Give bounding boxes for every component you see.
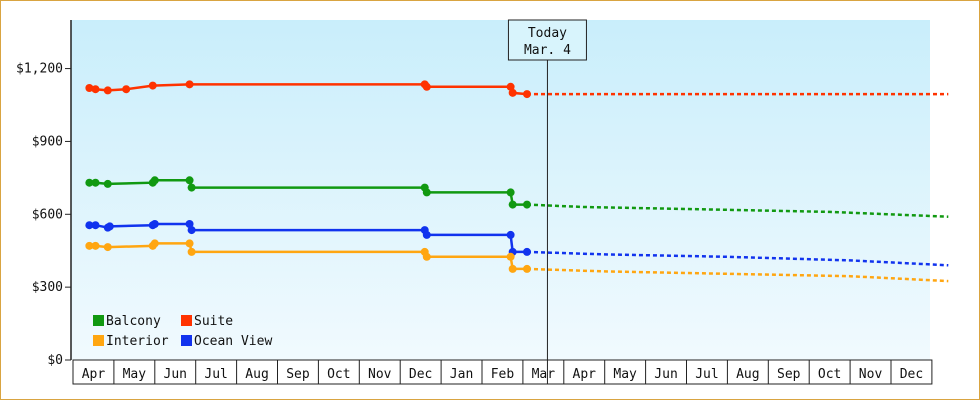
series-forecast-line xyxy=(526,267,949,283)
today-label: Today xyxy=(528,26,567,41)
series-suite xyxy=(85,80,949,99)
x-tick-label: Apr xyxy=(82,367,106,382)
data-point xyxy=(91,178,100,187)
legend: Balcony Suite Interior Ocean View xyxy=(93,314,272,349)
y-tick-label: $0 xyxy=(47,353,63,368)
series-forecast-line xyxy=(526,250,949,267)
data-point xyxy=(187,226,196,235)
plot-area xyxy=(71,20,930,360)
data-point xyxy=(185,220,194,228)
data-point xyxy=(508,264,517,273)
data-point xyxy=(185,176,194,185)
data-point xyxy=(506,230,515,239)
data-point xyxy=(422,188,431,197)
data-point xyxy=(522,264,531,273)
data-point xyxy=(508,200,517,209)
data-point xyxy=(422,82,431,91)
data-point xyxy=(187,247,196,256)
data-point xyxy=(91,85,100,94)
x-tick-label: Nov xyxy=(859,367,883,382)
data-point xyxy=(522,90,531,99)
legend-label: Suite xyxy=(194,314,233,329)
data-point xyxy=(148,81,157,90)
series-forecast-line xyxy=(526,203,949,218)
x-tick-label: Nov xyxy=(368,367,392,382)
data-point xyxy=(105,222,114,231)
data-point xyxy=(91,241,100,250)
legend-label: Ocean View xyxy=(194,334,272,349)
x-tick-label: Oct xyxy=(327,367,350,382)
x-tick-label: Dec xyxy=(409,367,432,382)
data-point xyxy=(522,200,531,209)
x-tick-label: Jan xyxy=(450,367,473,382)
data-point xyxy=(506,82,515,91)
data-point xyxy=(150,239,159,248)
legend-swatch xyxy=(181,315,192,326)
x-tick-label: Jun xyxy=(654,367,677,382)
legend-swatch xyxy=(93,315,104,326)
legend-swatch xyxy=(93,335,104,346)
data-point xyxy=(422,252,431,261)
data-point xyxy=(522,247,531,256)
data-point xyxy=(506,188,515,197)
x-tick-label: Jul xyxy=(695,367,718,382)
data-point xyxy=(508,88,517,97)
data-point xyxy=(185,80,194,89)
x-tick-label: Aug xyxy=(736,367,759,382)
x-tick-label: May xyxy=(613,367,637,382)
y-axis: $0 $300 $600 $900 $1,200 xyxy=(16,20,72,368)
legend-label: Balcony xyxy=(106,314,161,329)
legend-label: Interior xyxy=(106,334,169,349)
data-point xyxy=(103,179,112,188)
x-tick-label: Jun xyxy=(164,367,187,382)
x-tick-label: Jul xyxy=(204,367,227,382)
x-axis-band: Apr May Jun Jul Aug Sep Oct Nov Dec Jan Feb Mar Apr M… xyxy=(72,359,933,385)
legend-swatch xyxy=(181,335,192,346)
x-tick-label: Sep xyxy=(777,367,801,382)
x-tick-label: Sep xyxy=(286,367,310,382)
data-point xyxy=(187,183,196,192)
x-tick-label: Mar xyxy=(532,367,556,382)
x-tick-label: Aug xyxy=(245,367,268,382)
x-tick-label: Dec xyxy=(900,367,923,382)
series-interior xyxy=(85,239,949,283)
x-tick-label: Feb xyxy=(491,367,515,382)
series-layer xyxy=(85,80,949,283)
data-point xyxy=(103,86,112,95)
today-date: Mar. 4 xyxy=(524,43,571,58)
x-tick-label: May xyxy=(123,367,147,382)
y-tick-label: $900 xyxy=(32,134,63,149)
x-tick-label: Apr xyxy=(573,367,597,382)
y-tick-label: $300 xyxy=(32,280,63,295)
series-ocean-view xyxy=(85,220,949,267)
series-balcony xyxy=(85,176,949,218)
data-point xyxy=(150,220,159,228)
data-point xyxy=(422,230,431,239)
today-box xyxy=(507,19,587,61)
data-point xyxy=(85,221,94,230)
y-tick-label: $600 xyxy=(32,207,63,222)
data-point xyxy=(85,84,94,92)
x-tick-label: Oct xyxy=(818,367,841,382)
data-point xyxy=(85,241,94,250)
y-tick-label: $1,200 xyxy=(16,62,63,77)
data-point xyxy=(122,85,131,94)
data-point xyxy=(91,221,100,230)
today-marker: Today Mar. 4 xyxy=(507,19,587,384)
data-point xyxy=(150,176,159,185)
x-axis-band-box xyxy=(72,359,933,385)
data-point xyxy=(506,252,515,261)
data-point xyxy=(185,239,194,248)
data-point xyxy=(103,243,112,252)
data-point xyxy=(85,178,94,187)
